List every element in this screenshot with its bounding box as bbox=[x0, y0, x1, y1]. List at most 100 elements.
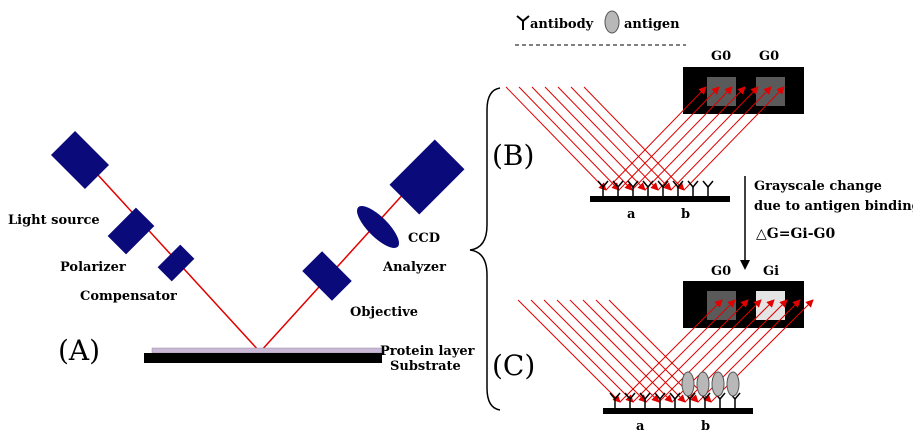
antibody-arm bbox=[629, 392, 636, 400]
incident-ray bbox=[518, 86, 620, 191]
reflected-ray bbox=[645, 299, 749, 403]
incident-ray bbox=[582, 299, 686, 403]
panel-a: Light source Polarizer Compensator Objec… bbox=[8, 131, 475, 374]
panel-b-substrate bbox=[590, 196, 730, 202]
antibody-icon bbox=[672, 180, 684, 196]
antibody-arm bbox=[632, 180, 639, 188]
antibody-arm bbox=[692, 180, 699, 188]
detector-c-label-left: G0 bbox=[711, 264, 731, 279]
panel-c: (C) G0 Gi a b bbox=[492, 264, 814, 434]
incident-ray bbox=[517, 299, 621, 403]
incident-ray bbox=[530, 299, 634, 403]
polarizer-block bbox=[107, 207, 155, 255]
incident-ray bbox=[595, 299, 699, 403]
antibody-arm bbox=[597, 180, 604, 188]
antibody-arm bbox=[642, 180, 649, 188]
antibody-icon bbox=[609, 392, 621, 408]
protein-layer bbox=[151, 347, 383, 354]
ellipse-antigen-icon bbox=[604, 10, 620, 34]
antibody-arm bbox=[627, 180, 634, 188]
compensator-block bbox=[157, 244, 195, 282]
reflected-ray bbox=[619, 299, 723, 403]
objective-label: Objective bbox=[350, 305, 418, 320]
detector-b-cell-right bbox=[756, 77, 785, 106]
reflected-ray bbox=[618, 86, 720, 191]
legend-antibody-label: antibody bbox=[530, 17, 594, 32]
legend-antigen-label: antigen bbox=[624, 17, 680, 32]
curly-brace bbox=[469, 87, 501, 411]
note-line1: Grayscale change bbox=[754, 179, 882, 194]
note-line2: due to antigen binding bbox=[754, 199, 913, 214]
panel-c-substrate bbox=[603, 408, 753, 414]
antibody-arm bbox=[617, 180, 624, 188]
incident-ray bbox=[557, 86, 659, 191]
antibody-arm bbox=[719, 392, 726, 400]
transition-arrow: Grayscale change due to antigen binding … bbox=[740, 176, 913, 270]
antigen-icon bbox=[711, 371, 725, 397]
antibody-arm bbox=[662, 180, 669, 188]
incident-ray bbox=[505, 86, 607, 191]
reflected-ray bbox=[683, 86, 785, 191]
antibody-icon bbox=[687, 180, 699, 196]
detector-c-label-right: Gi bbox=[763, 264, 779, 279]
antigen-icon bbox=[696, 371, 710, 397]
detector-b-label-left: G0 bbox=[711, 49, 731, 64]
antibody-icon bbox=[639, 392, 651, 408]
antibody-icon bbox=[612, 180, 624, 196]
antibody-arm bbox=[659, 392, 666, 400]
antibody-arm bbox=[654, 392, 661, 400]
reflected-ray bbox=[605, 86, 707, 191]
antibody-icon bbox=[657, 180, 669, 196]
light-source-block bbox=[51, 131, 109, 189]
antibody-arm bbox=[657, 180, 664, 188]
reflected-ray bbox=[632, 299, 736, 403]
substrate bbox=[144, 353, 382, 363]
ccd-label: CCD bbox=[408, 231, 440, 246]
detector-b-cell-left bbox=[707, 77, 736, 106]
substrate-label: Substrate bbox=[390, 359, 461, 374]
incident-ray bbox=[544, 86, 646, 191]
panel-b-beams bbox=[505, 86, 785, 191]
detector-b bbox=[683, 67, 804, 114]
incident-ray bbox=[569, 299, 673, 403]
antibody-arm bbox=[674, 392, 681, 400]
detector-b-label-right: G0 bbox=[759, 49, 779, 64]
reflected-ray bbox=[658, 299, 762, 403]
panel-c-spot-a: a bbox=[636, 419, 645, 434]
note-formula: △G=Gi-G0 bbox=[756, 226, 835, 242]
antibody-arm bbox=[609, 392, 616, 400]
incident-ray bbox=[531, 86, 633, 191]
objective-block bbox=[302, 251, 352, 301]
antibody-arm bbox=[702, 180, 709, 188]
antibody-arm bbox=[614, 392, 621, 400]
antibody-arm bbox=[639, 392, 646, 400]
panel-b-label: (B) bbox=[492, 139, 534, 172]
panel-c-label: (C) bbox=[492, 349, 535, 382]
panel-b-spot-b: b bbox=[681, 207, 690, 222]
antibody-arm bbox=[707, 180, 714, 188]
antibody-arm bbox=[687, 180, 694, 188]
reflected-ray bbox=[670, 86, 772, 191]
protein-layer-label: Protein layer bbox=[380, 344, 475, 359]
antibody-arm bbox=[644, 392, 651, 400]
incident-ray bbox=[556, 299, 660, 403]
antibody-arm bbox=[672, 180, 679, 188]
antibody-icon bbox=[597, 180, 609, 196]
analyzer-label: Analyzer bbox=[382, 260, 446, 275]
antibody-arm bbox=[704, 392, 711, 400]
reflected-ray bbox=[631, 86, 733, 191]
y-shaped-antibody-icon bbox=[516, 15, 530, 30]
reflected-ray bbox=[657, 86, 759, 191]
antibody-arm bbox=[677, 180, 684, 188]
panel-a-label: (A) bbox=[58, 334, 100, 367]
antibody-arm bbox=[669, 392, 676, 400]
antibody-arm bbox=[624, 392, 631, 400]
antibody-arm bbox=[689, 392, 696, 400]
antibody-arm bbox=[602, 180, 609, 188]
panel-b-spot-a: a bbox=[627, 207, 636, 222]
antibody-arm bbox=[734, 392, 741, 400]
incident-ray bbox=[570, 86, 672, 191]
light-source-label: Light source bbox=[8, 213, 100, 228]
detector-c-cell-right bbox=[756, 291, 785, 320]
